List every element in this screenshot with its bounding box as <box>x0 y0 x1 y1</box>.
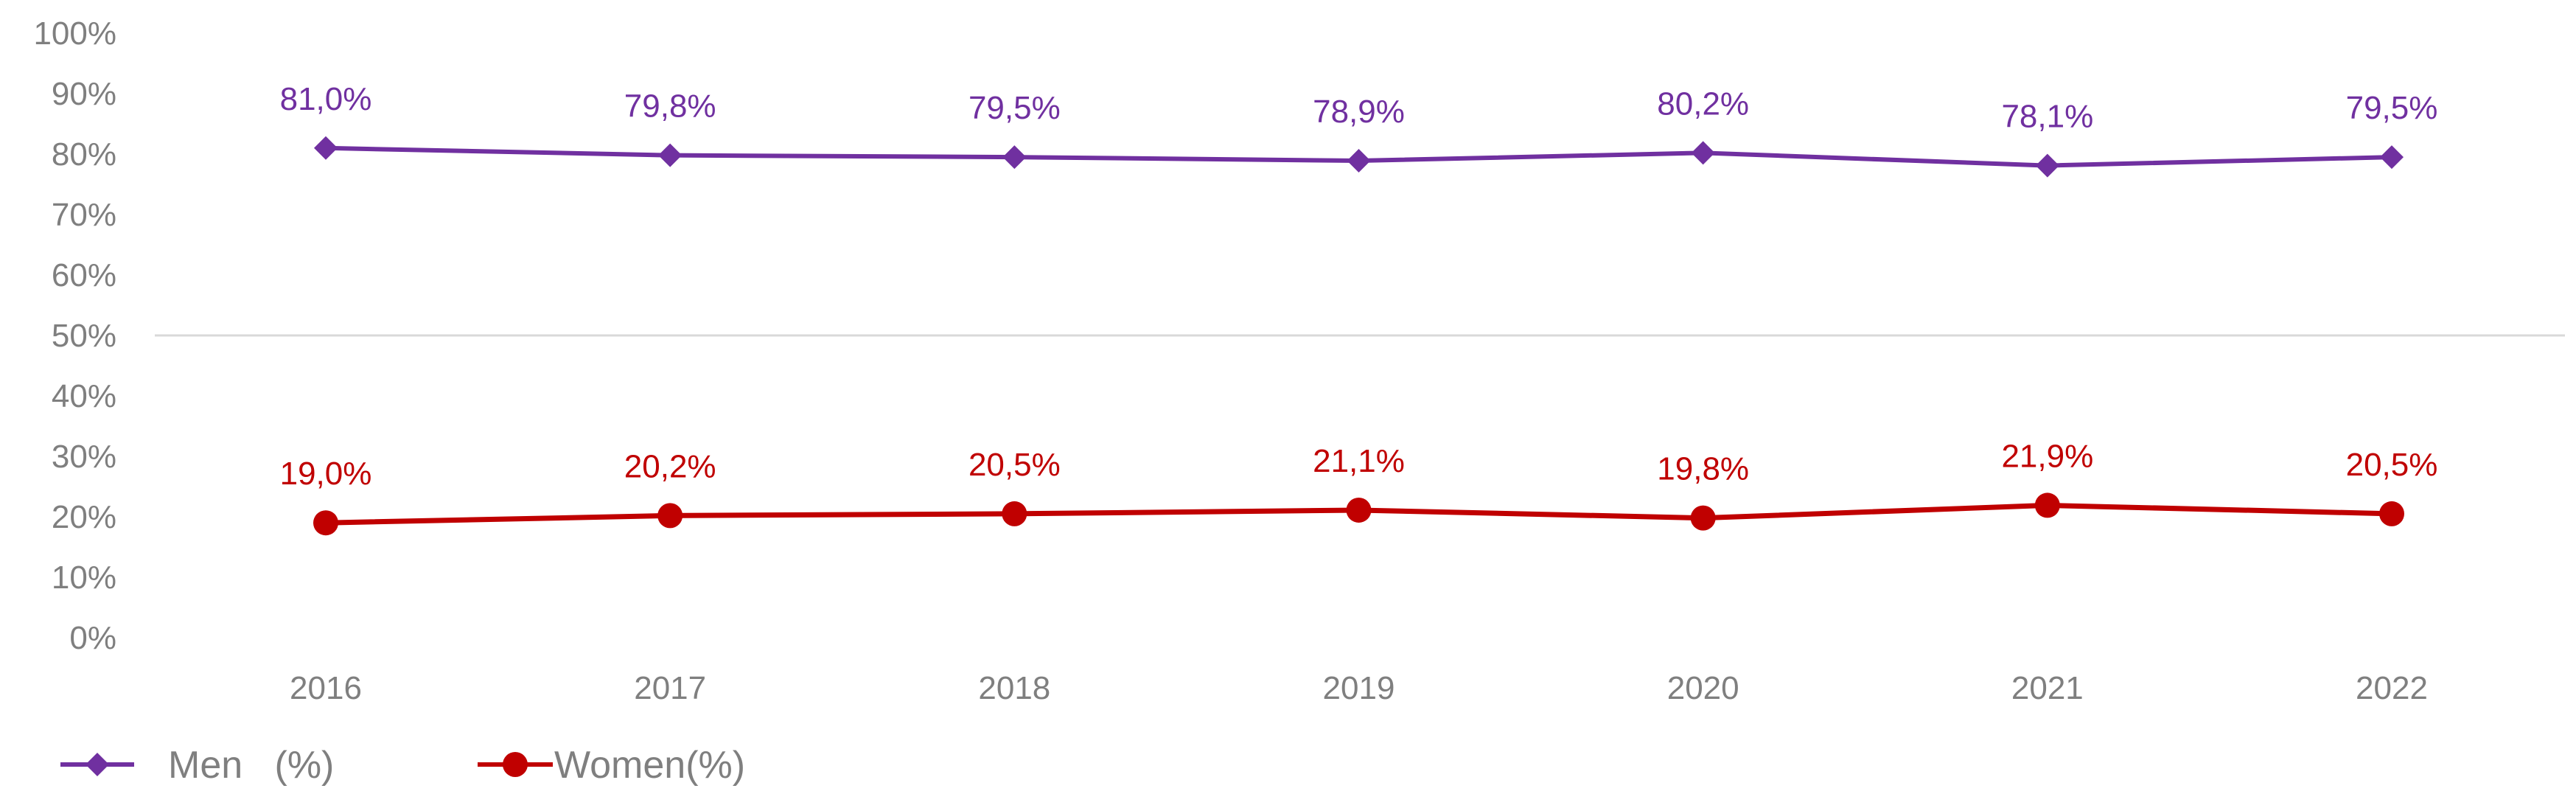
y-axis: 0% 10% 20% 30% 40% 50% 60% 70% 80% 90% 100% <box>33 15 116 656</box>
data-point <box>2380 145 2404 170</box>
data-point <box>1347 149 1371 173</box>
data-label: 21,1% <box>1313 443 1405 479</box>
data-point <box>1346 497 1372 523</box>
y-tick-label: 30% <box>52 439 116 475</box>
data-label: 19,0% <box>280 456 372 492</box>
data-label: 19,8% <box>1657 451 1749 487</box>
data-point <box>1691 141 1715 165</box>
legend: Men (%) Women(%) <box>60 744 745 787</box>
data-label: 80,2% <box>1657 86 1749 122</box>
data-point <box>657 503 683 529</box>
data-point <box>1690 505 1716 531</box>
legend-marker <box>85 753 109 776</box>
data-point <box>2379 501 2404 526</box>
y-tick-label: 90% <box>52 76 116 112</box>
data-label: 20,5% <box>968 447 1061 483</box>
x-tick-label: 2017 <box>634 670 706 706</box>
y-tick-label: 40% <box>52 378 116 414</box>
x-tick-label: 2019 <box>1323 670 1395 706</box>
data-point <box>658 143 683 167</box>
x-tick-label: 2020 <box>1667 670 1739 706</box>
y-tick-label: 0% <box>69 620 116 656</box>
series-0: 81,0% 79,8% 79,5% 78,9% 80,2% 78,1% 79,5% <box>280 81 2438 178</box>
data-point <box>2035 153 2059 178</box>
legend-marker <box>503 752 528 777</box>
series-1: 19,0% 20,2% 20,5% 21,1% 19,8% 21,9% 20,5% <box>280 438 2438 536</box>
data-point <box>2034 492 2060 518</box>
data-label: 81,0% <box>280 81 372 117</box>
x-tick-label: 2018 <box>978 670 1050 706</box>
data-label: 20,5% <box>2346 447 2438 483</box>
data-point <box>1002 501 1027 526</box>
data-point <box>313 510 338 536</box>
legend-item-0: Men (%) <box>60 744 334 787</box>
data-label: 78,9% <box>1313 94 1405 130</box>
x-tick-label: 2016 <box>290 670 362 706</box>
data-label: 78,1% <box>2001 99 2093 135</box>
legend-label: Men (%) <box>168 744 334 787</box>
data-point <box>314 136 338 160</box>
x-tick-label: 2022 <box>2356 670 2428 706</box>
y-tick-label: 100% <box>33 15 116 52</box>
y-tick-label: 70% <box>52 197 116 233</box>
y-tick-label: 60% <box>52 257 116 293</box>
y-tick-label: 80% <box>52 136 116 173</box>
legend-label: Women(%) <box>554 744 745 787</box>
data-label: 79,8% <box>624 88 716 125</box>
data-label: 79,5% <box>968 90 1061 126</box>
data-label: 79,5% <box>2346 90 2438 126</box>
y-tick-label: 10% <box>52 560 116 596</box>
x-tick-label: 2021 <box>2011 670 2084 706</box>
x-axis: 2016 2017 2018 2019 2020 2021 2022 <box>290 670 2428 706</box>
series-layer: 81,0% 79,8% 79,5% 78,9% 80,2% 78,1% 79,5% 19,0%… <box>280 81 2438 536</box>
data-label: 20,2% <box>624 448 716 484</box>
data-label: 21,9% <box>2001 438 2093 474</box>
y-tick-label: 50% <box>52 318 116 354</box>
data-point <box>1002 145 1027 170</box>
legend-item-1: Women(%) <box>478 744 745 787</box>
y-tick-label: 20% <box>52 499 116 535</box>
